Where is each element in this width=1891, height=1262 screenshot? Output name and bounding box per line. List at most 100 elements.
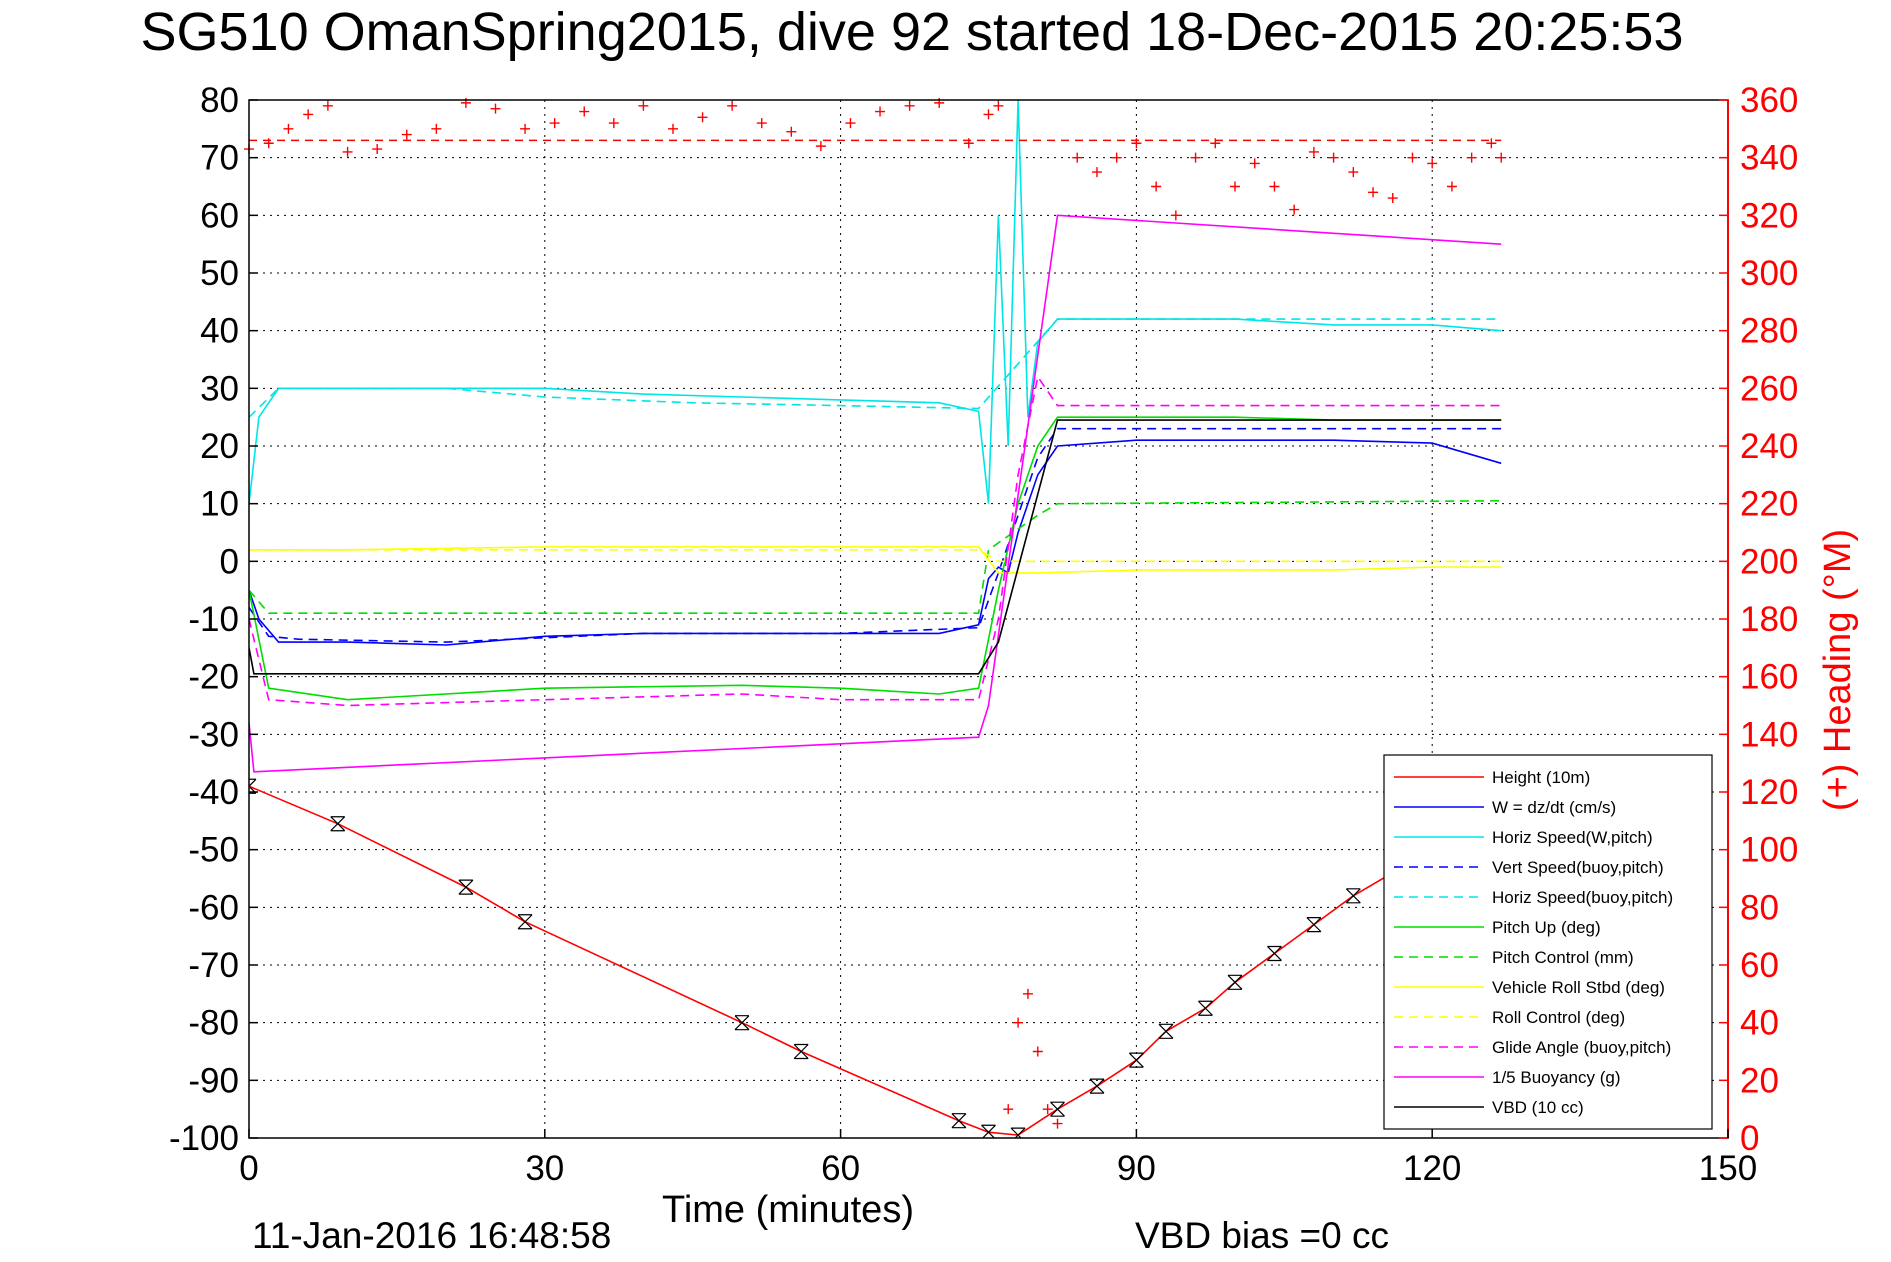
heading-point-54 <box>1446 181 1457 192</box>
legend-entry-9: Glide Angle (buoy,pitch) <box>1492 1038 1671 1057</box>
heading-point-56 <box>1486 138 1497 149</box>
y2-tick-label-14: 80 <box>1740 888 1779 927</box>
y-tick-label-4: 40 <box>200 312 239 351</box>
right-axis-ticks: 3603403203002802602402202001801601401201… <box>1719 81 1798 1158</box>
y-tick-label-8: 0 <box>220 542 239 581</box>
y-tick-label-17: -90 <box>188 1061 239 1100</box>
series-line-11 <box>249 419 1502 675</box>
height-marker-17 <box>1345 888 1361 904</box>
heading-point-11 <box>520 123 531 134</box>
y-tick-label-14: -60 <box>188 888 239 927</box>
y-tick-label-11: -30 <box>188 715 239 754</box>
x-tick-label-3: 90 <box>1117 1149 1156 1188</box>
y2-tick-label-12: 120 <box>1740 773 1798 812</box>
height-marker-13 <box>1197 1000 1213 1016</box>
height-marker-5 <box>793 1043 809 1060</box>
height-marker-12 <box>1158 1023 1174 1039</box>
heading-point-57 <box>1496 152 1507 163</box>
series-line-3 <box>249 427 1502 643</box>
heading-point-27 <box>983 109 994 120</box>
legend-entry-10: 1/5 Buoyancy (g) <box>1492 1068 1621 1087</box>
heading-point-32 <box>1032 1046 1043 1057</box>
heading-point-40 <box>1170 210 1181 221</box>
heading-point-18 <box>727 100 738 111</box>
series-line-5 <box>249 416 1502 701</box>
heading-point-35 <box>1072 152 1083 163</box>
heading-point-31 <box>1022 988 1033 999</box>
heading-point-48 <box>1328 152 1339 163</box>
heading-point-45 <box>1269 181 1280 192</box>
series-line-2 <box>249 100 1502 504</box>
x-tick-label-0: 0 <box>239 1149 258 1188</box>
heading-point-44 <box>1249 158 1260 169</box>
y2-tick-label-4: 280 <box>1740 312 1798 351</box>
heading-point-46 <box>1289 204 1300 215</box>
height-marker-6 <box>951 1113 967 1129</box>
legend-entry-7: Vehicle Roll Stbd (deg) <box>1492 978 1665 997</box>
heading-point-16 <box>667 123 678 134</box>
legend-entry-0: Height (10m) <box>1492 768 1590 787</box>
heading-point-38 <box>1131 138 1142 149</box>
heading-point-13 <box>579 106 590 117</box>
y-tick-label-5: 30 <box>200 369 239 408</box>
height-marker-14 <box>1227 974 1243 990</box>
legend-entry-2: Horiz Speed(W,pitch) <box>1492 828 1653 847</box>
heading-point-47 <box>1308 146 1319 157</box>
series-line-0 <box>249 785 1394 1136</box>
heading-point-51 <box>1387 193 1398 204</box>
series-line-8 <box>249 548 1502 563</box>
x-tick-label-1: 30 <box>525 1149 564 1188</box>
heading-point-50 <box>1368 187 1379 198</box>
y-tick-label-16: -80 <box>188 1004 239 1043</box>
y-tick-label-15: -70 <box>188 946 239 985</box>
heading-point-34 <box>1052 1118 1063 1129</box>
heading-point-4 <box>322 100 333 111</box>
y2-tick-label-17: 20 <box>1740 1061 1779 1100</box>
series-line-1 <box>249 439 1502 646</box>
heading-point-49 <box>1348 167 1359 178</box>
x-tick-label-2: 60 <box>821 1149 860 1188</box>
x-tick-label-4: 120 <box>1403 1149 1461 1188</box>
legend-entry-6: Pitch Control (mm) <box>1492 948 1634 967</box>
legend-entry-11: VBD (10 cc) <box>1492 1098 1584 1117</box>
heading-point-7 <box>401 129 412 140</box>
legend-entry-5: Pitch Up (deg) <box>1492 918 1601 937</box>
y2-tick-label-9: 180 <box>1740 600 1798 639</box>
heading-point-30 <box>1013 1017 1024 1028</box>
heading-point-29 <box>1003 1104 1014 1115</box>
series-line-4 <box>249 318 1502 418</box>
chart-title: SG510 OmanSpring2015, dive 92 started 18… <box>140 2 1683 62</box>
heading-point-37 <box>1111 152 1122 163</box>
height-marker-11 <box>1128 1052 1144 1068</box>
heading-point-53 <box>1427 158 1438 169</box>
heading-point-39 <box>1151 181 1162 192</box>
y-tick-label-13: -50 <box>188 831 239 870</box>
heading-point-41 <box>1190 152 1201 163</box>
heading-point-36 <box>1091 167 1102 178</box>
legend-box <box>1383 754 1713 1130</box>
heading-point-2 <box>283 123 294 134</box>
heading-point-33 <box>1042 1104 1053 1115</box>
height-marker-7 <box>981 1124 996 1138</box>
y2-tick-label-2: 320 <box>1740 196 1798 235</box>
heading-point-43 <box>1230 181 1240 192</box>
height-marker-10 <box>1089 1078 1105 1094</box>
heading-point-5 <box>342 146 353 157</box>
heading-point-55 <box>1466 152 1477 163</box>
heading-point-6 <box>372 144 383 155</box>
height-marker-9 <box>1050 1101 1065 1117</box>
heading-point-20 <box>786 126 797 137</box>
legend: Height (10m) W = dz/dt (cm/s) Horiz Speed(… <box>1383 754 1713 1130</box>
legend-entry-3: Vert Speed(buoy,pitch) <box>1492 858 1664 877</box>
y2-tick-label-1: 340 <box>1740 139 1798 178</box>
y2-tick-label-18: 0 <box>1740 1119 1759 1158</box>
heading-point-22 <box>845 118 856 129</box>
height-marker-4 <box>734 1015 750 1031</box>
footer-vbd-bias: VBD bias =0 cc <box>1135 1215 1389 1256</box>
y2-tick-label-3: 300 <box>1740 254 1798 293</box>
height-marker-8 <box>1010 1127 1026 1138</box>
left-axis-ticks: 80 70 60 50 40 30 20 10 0 -10 -20 -30 -40 -50 -60 -70 -8… <box>169 81 258 1158</box>
heading-point-12 <box>549 118 560 129</box>
y-tick-label-9: -10 <box>188 600 239 639</box>
series-line-6 <box>249 500 1502 615</box>
